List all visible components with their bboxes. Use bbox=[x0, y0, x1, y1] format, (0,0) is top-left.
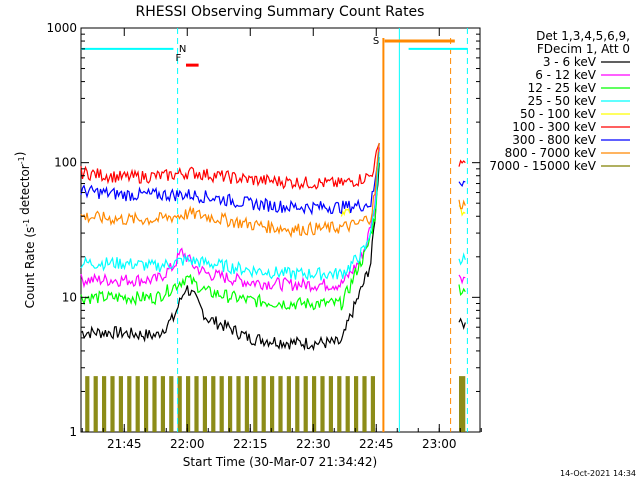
x-tick-label-23:00: 23:00 bbox=[422, 437, 457, 451]
legend-label-0: 3 - 6 keV bbox=[543, 55, 597, 69]
olive-burst-17 bbox=[228, 376, 233, 432]
series-3-6-kev-line bbox=[80, 162, 380, 352]
olive-burst-22 bbox=[270, 376, 275, 432]
legend-label-8: 7000 - 15000 keV bbox=[489, 159, 596, 173]
x-tick-label-22:15: 22:15 bbox=[233, 437, 268, 451]
olive-burst-0 bbox=[85, 376, 90, 432]
legend-header-decimation: FDecim 1, Att 0 bbox=[537, 42, 630, 56]
olive-burst-13 bbox=[194, 376, 199, 432]
x-axis-label: Start Time (30-Mar-07 21:34:42) bbox=[183, 455, 377, 469]
olive-burst-15 bbox=[211, 376, 216, 432]
timestamp: 14-Oct-2021 14:34 bbox=[560, 469, 636, 478]
olive-burst-10 bbox=[169, 376, 174, 432]
series-100-300-kev-line bbox=[80, 142, 380, 191]
y-tick-label-1: 1 bbox=[69, 425, 77, 439]
olive-burst-19 bbox=[244, 376, 249, 432]
olive-burst-26 bbox=[303, 376, 308, 432]
olive-burst-31 bbox=[345, 376, 350, 432]
olive-burst-21 bbox=[261, 376, 266, 432]
legend-label-1: 6 - 12 keV bbox=[535, 68, 597, 82]
series-300-800-kev-line bbox=[80, 142, 380, 216]
flag-label-s: S bbox=[373, 36, 379, 47]
series-12-25-kev-line-2 bbox=[458, 284, 466, 296]
flag-label-f: F bbox=[176, 53, 182, 64]
olive-burst-18 bbox=[236, 376, 241, 432]
olive-burst-7 bbox=[144, 376, 149, 432]
series-6-12-kev-line bbox=[80, 147, 380, 293]
legend-label-7: 800 - 7000 keV bbox=[505, 146, 597, 160]
series-800-7000-kev-line bbox=[80, 142, 380, 239]
plot-frame bbox=[80, 27, 481, 433]
olive-burst-27 bbox=[312, 376, 317, 432]
olive-burst-16 bbox=[219, 376, 224, 432]
y-axis-label: Count Rate (s-1 detector-1) bbox=[13, 152, 37, 309]
legend-header-detectors: Det 1,3,4,5,6,9, bbox=[536, 29, 630, 43]
olive-burst-32 bbox=[354, 376, 359, 432]
x-tick-label-21:45: 21:45 bbox=[107, 437, 142, 451]
series-25-50-kev-line bbox=[80, 151, 380, 281]
olive-burst-23 bbox=[278, 376, 283, 432]
olive-burst-8 bbox=[152, 376, 157, 432]
y-tick-label-1000: 1000 bbox=[46, 21, 77, 35]
legend-label-3: 25 - 50 keV bbox=[528, 94, 597, 108]
olive-burst-30 bbox=[337, 376, 342, 432]
olive-burst-29 bbox=[328, 376, 333, 432]
series-300-800-kev-line-2 bbox=[458, 180, 466, 188]
legend-label-6: 300 - 800 keV bbox=[512, 133, 596, 147]
series-6-12-kev-line-2 bbox=[458, 274, 466, 285]
series-3-6-kev-line-2 bbox=[458, 317, 466, 330]
olive-burst-5 bbox=[127, 376, 132, 432]
flag-label-n: N bbox=[179, 44, 186, 55]
y-tick-label-10: 10 bbox=[62, 290, 77, 304]
olive-burst-11 bbox=[177, 376, 182, 432]
chart-title: RHESSI Observing Summary Count Rates bbox=[136, 4, 425, 20]
olive-burst-2 bbox=[102, 376, 107, 432]
series-25-50-kev-line-2 bbox=[458, 252, 466, 266]
x-tick-label-22:00: 22:00 bbox=[170, 437, 205, 451]
olive-burst-25 bbox=[295, 376, 300, 432]
series-100-300-kev-line-2 bbox=[458, 159, 466, 167]
series-800-7000-kev-line-2 bbox=[458, 199, 466, 210]
legend-label-2: 12 - 25 keV bbox=[528, 81, 597, 95]
olive-burst-14 bbox=[202, 376, 207, 432]
olive-burst-6 bbox=[135, 376, 140, 432]
olive-burst-35 bbox=[459, 376, 466, 432]
series-50-100-kev-line bbox=[340, 208, 351, 217]
olive-burst-3 bbox=[110, 376, 115, 432]
olive-burst-20 bbox=[253, 376, 258, 432]
olive-burst-12 bbox=[186, 376, 191, 432]
olive-burst-9 bbox=[160, 376, 165, 432]
y-tick-label-100: 100 bbox=[54, 156, 77, 170]
olive-burst-28 bbox=[320, 376, 325, 432]
x-tick-label-22:45: 22:45 bbox=[359, 437, 394, 451]
olive-burst-4 bbox=[118, 376, 123, 432]
olive-burst-24 bbox=[286, 376, 291, 432]
olive-burst-33 bbox=[362, 376, 367, 432]
legend-label-4: 50 - 100 keV bbox=[520, 107, 597, 121]
series-12-25-kev-line bbox=[80, 157, 380, 311]
legend-label-5: 100 - 300 keV bbox=[512, 120, 596, 134]
x-tick-label-22:30: 22:30 bbox=[296, 437, 331, 451]
olive-burst-1 bbox=[93, 376, 98, 432]
olive-burst-34 bbox=[370, 376, 375, 432]
